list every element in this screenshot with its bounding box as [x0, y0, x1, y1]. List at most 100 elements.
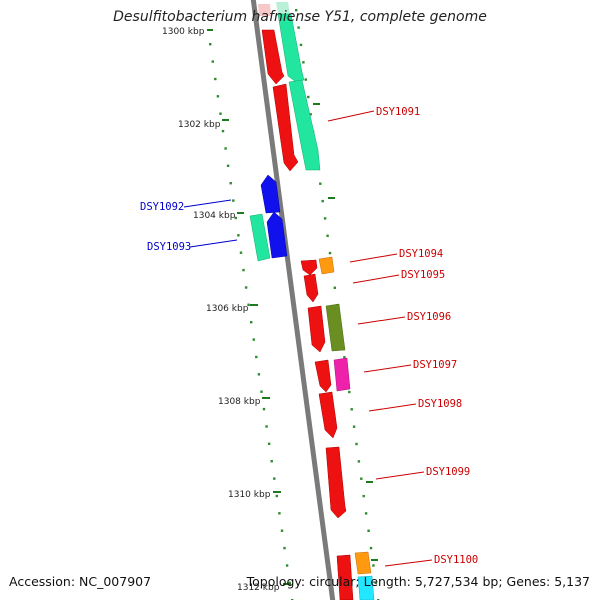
gene-arrow[interactable]	[333, 357, 351, 392]
callout-line-dsy1092	[183, 199, 232, 208]
gene-label-dsy1099[interactable]: DSY1099	[426, 466, 470, 478]
gene-label-dsy1091[interactable]: DSY1091	[376, 106, 420, 118]
track-dot	[229, 182, 232, 185]
gene-arrow[interactable]	[318, 391, 338, 439]
topology-text: Topology: circular; Length: 5,727,534 bp…	[246, 574, 590, 589]
kbp-label-1304: 1304 kbp	[193, 211, 236, 221]
gene-features	[249, 2, 375, 600]
track-dot	[360, 477, 363, 480]
track-dot	[323, 217, 327, 220]
track-dot	[252, 338, 255, 341]
kbp-label-1310: 1310 kbp	[228, 490, 271, 500]
track-dot	[278, 512, 281, 515]
track-dot	[288, 581, 291, 584]
callout-line-dsy1094	[349, 253, 398, 263]
track-dot	[299, 43, 303, 47]
gene-arrow[interactable]	[307, 305, 326, 353]
track-dot	[244, 286, 248, 289]
gene-arrow[interactable]	[314, 359, 332, 393]
track-dot	[250, 321, 253, 324]
gene-label-dsy1092[interactable]: DSY1092	[140, 201, 184, 213]
kbp-ticks: 1300 kbp 1302 kbp 1304 kbp 1306 kbp 1308…	[162, 27, 378, 593]
track-dot	[219, 112, 222, 115]
gene-label-dsy1094[interactable]: DSY1094	[399, 248, 443, 260]
track-dot	[326, 234, 329, 237]
gene-arrow[interactable]	[288, 79, 321, 171]
track-dot	[232, 199, 235, 202]
track-dot	[367, 529, 370, 532]
callout-line-dsy1096	[357, 316, 406, 325]
track-dot	[265, 425, 268, 428]
gene-arrow[interactable]	[318, 256, 335, 275]
gene-arrow[interactable]	[260, 174, 281, 214]
track-dot	[214, 77, 217, 81]
left-dot-track	[209, 43, 294, 600]
track-dot	[216, 95, 220, 98]
track-dot	[224, 147, 227, 150]
gene-arrow[interactable]	[276, 2, 290, 14]
track-dot	[211, 60, 214, 63]
track-dot	[355, 442, 358, 446]
track-dot	[255, 355, 258, 359]
gene-label-dsy1097[interactable]: DSY1097	[413, 359, 457, 371]
gene-label-dsy1095[interactable]: DSY1095	[401, 269, 445, 281]
track-dot	[209, 43, 212, 46]
track-dot	[260, 390, 263, 393]
gene-arrow[interactable]	[300, 259, 318, 276]
gene-arrow[interactable]	[258, 4, 271, 16]
gene-arrow[interactable]	[261, 29, 285, 85]
callout-line-dsy1100	[384, 559, 433, 567]
track-dot	[283, 546, 286, 550]
track-dot	[372, 564, 375, 567]
track-dot	[357, 460, 361, 463]
gene-arrow[interactable]	[277, 13, 305, 83]
track-dot	[362, 494, 365, 498]
gene-arrow[interactable]	[336, 554, 354, 600]
gene-arrow[interactable]	[266, 211, 288, 259]
track-dot	[275, 494, 278, 498]
callout-line-dsy1097	[363, 364, 412, 373]
gene-arrow[interactable]	[357, 575, 375, 600]
track-dot	[297, 26, 300, 29]
track-dot	[321, 199, 324, 203]
track-dot	[309, 113, 312, 116]
track-dot	[364, 512, 368, 515]
track-dot	[350, 408, 353, 411]
accession-text: Accession: NC_007907	[9, 574, 152, 589]
track-dot	[352, 425, 356, 428]
track-dot	[234, 216, 237, 220]
kbp-label-1312: 1312 kbp	[237, 583, 280, 593]
track-dot	[257, 373, 261, 376]
track-dot	[304, 78, 307, 81]
track-dot	[273, 477, 276, 480]
gene-label-dsy1100[interactable]: DSY1100	[434, 554, 478, 566]
genome-title: Desulfitobacterium hafniense Y51, comple…	[113, 9, 487, 25]
gene-labels: DSY1091 DSY1092 DSY1093 DSY1094 DSY1095 …	[140, 106, 478, 566]
kbp-label-1300: 1300 kbp	[162, 27, 205, 37]
gene-label-dsy1098[interactable]: DSY1098	[418, 398, 462, 410]
gene-arrow[interactable]	[354, 551, 372, 575]
gene-arrow[interactable]	[303, 273, 319, 303]
gene-label-dsy1093[interactable]: DSY1093	[147, 241, 191, 253]
gene-callouts	[183, 110, 433, 567]
track-dot	[221, 129, 225, 133]
gene-arrow[interactable]	[325, 303, 346, 352]
track-dot	[374, 581, 377, 584]
track-dot	[369, 546, 373, 550]
gene-arrow[interactable]	[325, 446, 347, 519]
track-dot	[348, 390, 351, 394]
track-dot	[226, 164, 230, 167]
track-dot	[328, 251, 332, 255]
track-dot	[262, 407, 266, 411]
gene-label-dsy1096[interactable]: DSY1096	[407, 311, 451, 323]
track-dot	[302, 61, 305, 64]
callout-line-dsy1098	[368, 403, 417, 412]
track-dot	[319, 182, 322, 185]
track-dot	[242, 268, 245, 272]
track-dot	[295, 9, 298, 12]
gene-arrow[interactable]	[272, 83, 299, 172]
track-dot	[307, 95, 310, 99]
gene-arrow[interactable]	[249, 213, 271, 262]
kbp-label-1302: 1302 kbp	[178, 120, 221, 130]
